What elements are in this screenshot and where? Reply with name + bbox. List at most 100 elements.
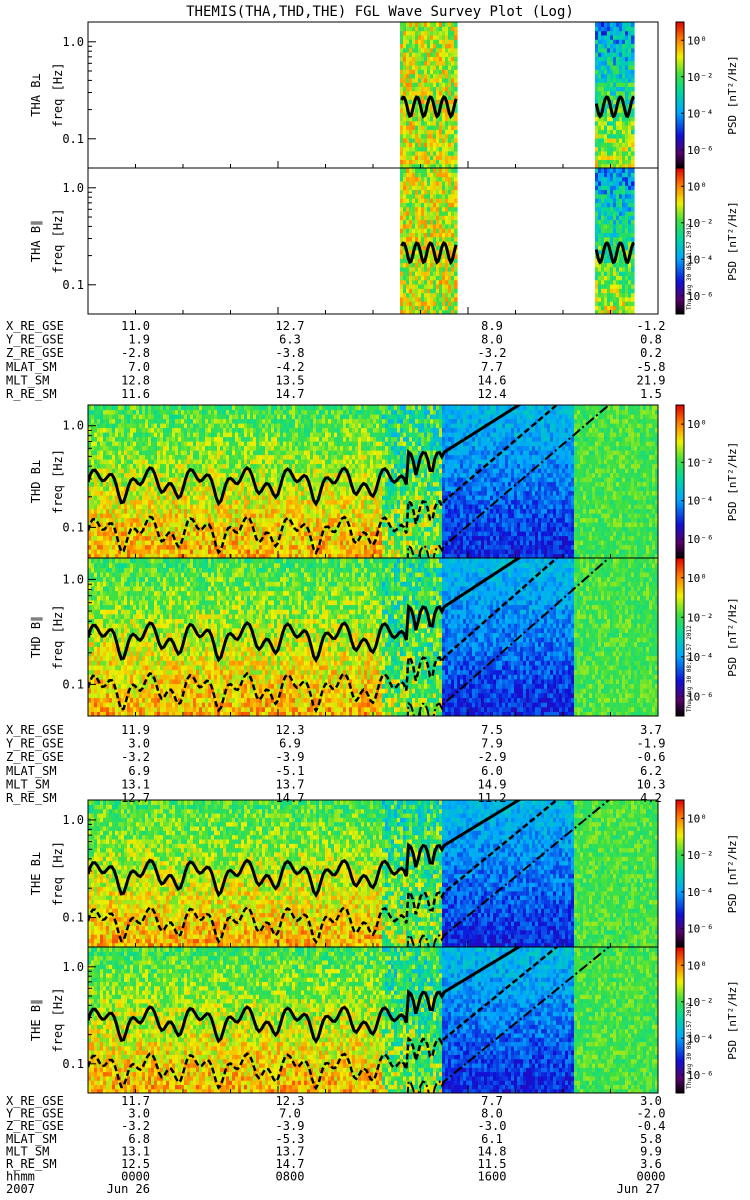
ephemeris-row-name: MLAT_SM [6, 1132, 57, 1146]
ephemeris-value: 3.7 [640, 723, 662, 737]
ephemeris-value: 0000 [637, 1170, 666, 1184]
spectrogram-image [88, 405, 658, 558]
colorbar-tick-label: 10⁻⁴ [687, 107, 714, 120]
colorbar-tick-label: 10⁻² [687, 611, 714, 624]
ephemeris-row-name: X_RE_GSE [6, 1094, 64, 1108]
spectrogram-panel-thd-bpar: 0.1 1.0 THD B∥ freq [Hz] 10⁰ 10⁻² 10⁻⁴ 10⁻⁶ PSD … [29, 557, 739, 717]
spectrogram-panel-the-bpar: 0.1 1.0 THE B∥ freq [Hz] 10⁰ 10⁻² 10⁻⁴ 10⁻⁶ PSD … [29, 946, 739, 1094]
ephemeris-row-name: Y_RE_GSE [6, 333, 64, 347]
y-tick-label: 0.1 [62, 1057, 84, 1071]
ephemeris-value: -0.6 [637, 750, 666, 764]
colorbar-tick-label: 10⁻⁴ [687, 886, 714, 899]
spectrogram-image [400, 22, 635, 168]
colorbar-gradient [675, 404, 685, 559]
ephemeris-row-name: X_RE_GSE [6, 319, 64, 333]
colorbar-tick-label: 10⁻² [687, 996, 714, 1009]
colorbar-tick-label: 10⁻⁶ [687, 290, 714, 303]
ephemeris-row-name: R_RE_SM [6, 387, 57, 401]
colorbar-gradient [675, 167, 685, 315]
ephemeris-value: 7.9 [481, 737, 503, 751]
colorbar-gradient [675, 21, 685, 169]
ephemeris-row-name: Y_RE_GSE [6, 1107, 64, 1121]
spectrogram-image [88, 558, 658, 716]
colorbar: 10⁰ 10⁻² 10⁻⁴ 10⁻⁶ PSD [nT²/Hz] [675, 946, 739, 1094]
colorbar-gradient [675, 799, 685, 948]
ephemeris-row-name: MLT_SM [6, 1144, 49, 1158]
y-tick-label: 1.0 [62, 181, 84, 195]
colorbar-tick-label: 10⁻⁴ [687, 1032, 714, 1045]
y-axis-label: freq [Hz] [51, 987, 65, 1052]
ephemeris-row-name: Z_RE_GSE [6, 750, 64, 764]
colorbar-label: PSD [nT²/Hz] [726, 597, 739, 676]
ephemeris-value: -2.0 [637, 1107, 666, 1121]
ephemeris-tha: X_RE_GSE 11.0 12.7 8.9 -1.2 Y_RE_GSE 1.9 6.3 8.0… [6, 319, 665, 401]
ephemeris-row-name: Z_RE_GSE [6, 346, 64, 360]
ephemeris-value: -2.8 [121, 346, 150, 360]
ephemeris-value: 8.0 [481, 1107, 503, 1121]
ephemeris-value: -3.8 [276, 346, 305, 360]
gyrofrequency-curve [594, 95, 635, 119]
colorbar-tick-label: 10⁻⁴ [687, 651, 714, 664]
ephemeris-value: -2.9 [478, 750, 507, 764]
y-tick-label: 0.1 [62, 520, 84, 534]
gyrofrequency-curve [88, 558, 559, 714]
ephemeris-value: 11.7 [121, 1094, 150, 1108]
ephemeris-value: 11.5 [478, 1157, 507, 1171]
ephemeris-value: 0000 [121, 1170, 150, 1184]
gyrofrequency-curve [88, 947, 522, 1045]
colorbar: 10⁰ 10⁻² 10⁻⁴ 10⁻⁶ PSD [nT²/Hz] [675, 167, 739, 315]
colorbar-tick-label: 10⁻² [687, 217, 714, 230]
ephemeris-value: 0.8 [640, 333, 662, 347]
ephemeris-value: 14.7 [276, 791, 305, 805]
ephemeris-value: -3.2 [478, 346, 507, 360]
ephemeris-value: 12.3 [276, 723, 305, 737]
ephemeris-row-name: R_RE_SM [6, 791, 57, 805]
ephemeris-value: 12.3 [276, 1094, 305, 1108]
ephemeris-row-name: Y_RE_GSE [6, 737, 64, 751]
gyrofrequency-curve [88, 405, 522, 507]
ephemeris-value: 11.0 [121, 319, 150, 333]
ephemeris-value: 21.9 [637, 373, 666, 387]
ephemeris-value: 14.7 [276, 1157, 305, 1171]
y-axis-label: freq [Hz] [51, 449, 65, 514]
ephemeris-value: 13.1 [121, 777, 150, 791]
colorbar-tick-label: 10⁰ [687, 812, 707, 825]
timestamp-label: Thu Aug 30 08:41:57 2012 [686, 223, 693, 310]
ephemeris-row-name: MLT_SM [6, 777, 49, 791]
colorbar-tick-label: 10⁻² [687, 849, 714, 862]
ephemeris-thd: X_RE_GSE 11.9 12.3 7.5 3.7Y_RE_GSE 3.0 6.9 7.9-… [6, 723, 665, 805]
ephemeris-row-name: Z_RE_GSE [6, 1119, 64, 1133]
y-tick-label: 1.0 [62, 419, 84, 433]
date-start: Jun 26 [107, 1182, 150, 1196]
colorbar-tick-label: 10⁻⁴ [687, 495, 714, 508]
panel-label: THE B∥ [29, 999, 43, 1041]
ephemeris-value: 6.8 [128, 1132, 150, 1146]
ephemeris-value: -3.0 [478, 1119, 507, 1133]
y-tick-label: 1.0 [62, 960, 84, 974]
ephemeris-value: 3.0 [640, 1094, 662, 1108]
spectrogram-panel-the-bperp: 0.1 1.0 THE B⊥ freq [Hz] 10⁰ 10⁻² 10⁻⁴ 10⁻⁶ PSD … [29, 799, 739, 948]
panel-label: THD B⊥ [29, 460, 43, 503]
timestamp-label: Thu Aug 30 08:41:57 2012 [686, 1002, 693, 1089]
ephemeris-value: 12.7 [276, 319, 305, 333]
ephemeris-value: 0800 [276, 1170, 305, 1184]
ephemeris-row-name: MLAT_SM [6, 360, 57, 374]
gyrofrequency-curve [406, 947, 611, 1093]
gyrofrequency-curve [594, 241, 635, 265]
ephemeris-value: -0.4 [637, 1119, 666, 1133]
colorbar: 10⁰ 10⁻² 10⁻⁴ 10⁻⁶ PSD [nT²/Hz] [675, 404, 739, 559]
colorbar-tick-label: 10⁻⁶ [687, 923, 714, 936]
colorbar-label: PSD [nT²/Hz] [726, 834, 739, 913]
ephemeris-the: X_RE_GSE 11.7 12.3 7.7 3.0Y_RE_GSE 3.0 7.0 8.0-… [6, 1094, 665, 1184]
ephemeris-row-name: R_RE_SM [6, 1157, 57, 1171]
colorbar-tick-label: 10⁻⁶ [687, 690, 714, 703]
colorbar: 10⁰ 10⁻² 10⁻⁴ 10⁻⁶ PSD [nT²/Hz] [675, 799, 739, 948]
y-axis-label: freq [Hz] [51, 604, 65, 669]
colorbar-tick-label: 10⁻⁶ [687, 1069, 714, 1082]
y-axis-label: freq [Hz] [51, 208, 65, 273]
panel-label: THA B∥ [29, 220, 43, 262]
ephemeris-value: 11.6 [121, 387, 150, 401]
ephemeris-value: 4.2 [640, 791, 662, 805]
ephemeris-row-name: MLAT_SM [6, 764, 57, 778]
gyrofrequency-curve [400, 94, 458, 120]
